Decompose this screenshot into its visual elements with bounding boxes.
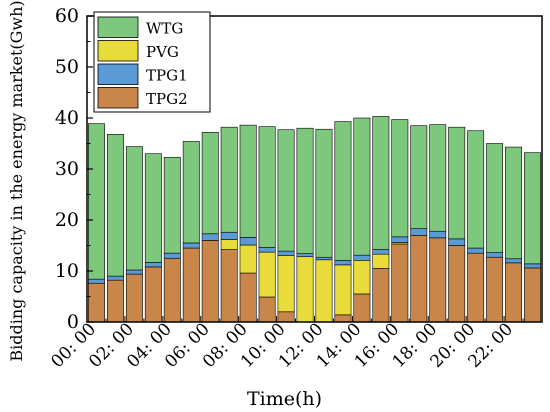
bar-segment-wtg (429, 124, 447, 232)
bar-segment-wtg (201, 131, 219, 235)
legend-label-wtg: WTG (146, 20, 183, 38)
bar-segment-wtg (372, 116, 390, 250)
bar-segment-wtg (88, 123, 105, 280)
bar-segment-tpg2 (88, 282, 105, 323)
bar-segment-wtg (410, 125, 428, 229)
bar-segment-tpg1 (372, 249, 390, 255)
bar-segment-wtg (277, 129, 295, 252)
bar-segment-tpg1 (220, 231, 238, 240)
bar-segment-wtg (524, 152, 541, 265)
bar-segment-wtg (239, 124, 257, 238)
bar-segment-tpg1 (201, 233, 219, 241)
bar-segment-tpg1 (258, 247, 276, 253)
bar-segment-wtg (125, 146, 143, 271)
bar-segment-tpg2 (163, 257, 181, 323)
bar-segment-tpg2 (486, 256, 504, 323)
bar-segment-tpg2 (258, 296, 276, 323)
legend-swatch-tpg2 (97, 87, 139, 109)
bar-segment-wtg (391, 119, 409, 238)
bar-segment-tpg2 (372, 268, 390, 323)
legend-swatch-tpg1 (97, 63, 139, 85)
bar-segment-tpg1 (296, 253, 314, 258)
y-tick-label: 40 (55, 107, 79, 129)
bar-segment-pvg (239, 244, 257, 274)
legend: WTG PVG TPG1 TPG2 (93, 11, 211, 113)
legend-label-tpg2: TPG2 (146, 90, 188, 108)
bar-segment-pvg (296, 256, 314, 323)
y-axis-title: Bidding capacity in the energy market(Gw… (7, 0, 26, 361)
bar-segment-wtg (220, 126, 238, 233)
bar-segment-wtg (296, 127, 314, 254)
y-tick-label: 10 (55, 260, 79, 282)
bar-segment-tpg1 (467, 247, 485, 254)
bar-segment-tpg1 (239, 237, 257, 246)
x-axis-title: Time(h) (247, 388, 322, 410)
bar-segment-tpg1 (486, 252, 504, 258)
bar-segment-tpg1 (125, 269, 143, 275)
bar-segment-tpg1 (353, 254, 371, 261)
y-tick-label: 30 (55, 158, 79, 180)
bar-segment-wtg (163, 156, 181, 254)
bar-segment-tpg1 (448, 238, 466, 246)
bar-segment-pvg (353, 259, 371, 295)
bar-segment-wtg (448, 126, 466, 240)
bar-segment-pvg (372, 253, 390, 269)
bar-segment-tpg2 (201, 240, 219, 323)
bar-segment-tpg1 (163, 252, 181, 259)
bar-segment-pvg (258, 251, 276, 298)
bar-segment-tpg1 (505, 258, 523, 264)
legend-swatch-wtg (97, 16, 139, 38)
bar-segment-wtg (258, 126, 276, 248)
bar-segment-tpg2 (410, 235, 428, 323)
bar-segment-tpg2 (524, 267, 541, 323)
bar-segment-tpg2 (467, 252, 485, 323)
bar-segment-tpg2 (182, 247, 200, 323)
bar-segment-wtg (353, 117, 371, 256)
bar-segment-tpg2 (106, 279, 124, 323)
bar-segment-tpg2 (277, 311, 295, 323)
bar-segment-tpg2 (144, 266, 162, 323)
legend-label-tpg1: TPG1 (146, 67, 188, 85)
bar-segment-tpg1 (315, 256, 333, 261)
bar-segment-tpg1 (88, 278, 105, 284)
bar-segment-tpg1 (182, 242, 200, 249)
bar-segment-wtg (505, 146, 523, 260)
bar-segment-tpg2 (391, 243, 409, 323)
bar-segment-pvg (220, 239, 238, 250)
y-tick-label: 0 (67, 311, 79, 333)
y-tick-label: 20 (55, 209, 79, 231)
bar-segment-tpg1 (334, 259, 352, 266)
bar-segment-tpg1 (106, 275, 124, 281)
bar-segment-tpg2 (505, 262, 523, 323)
legend-swatch-pvg (97, 40, 139, 62)
legend-label-pvg: PVG (146, 43, 179, 61)
bar-segment-tpg2 (353, 293, 371, 323)
bar-segment-wtg (144, 153, 162, 263)
bar-segment-pvg (315, 259, 333, 323)
bar-segment-pvg (277, 255, 295, 313)
bar-segment-wtg (315, 128, 333, 258)
bar-segment-wtg (182, 141, 200, 244)
bars-layer (88, 116, 541, 323)
bar-segment-wtg (106, 134, 124, 277)
y-tick-label: 60 (55, 5, 79, 27)
bar-segment-wtg (334, 121, 352, 261)
bar-segment-tpg2 (429, 237, 447, 323)
bar-segment-tpg2 (239, 272, 257, 323)
bar-segment-tpg1 (144, 262, 162, 268)
bar-segment-tpg2 (220, 249, 238, 323)
bar-segment-wtg (486, 143, 504, 253)
bar-segment-tpg1 (524, 263, 541, 269)
y-tick-label: 50 (55, 56, 79, 78)
bar-segment-tpg2 (448, 245, 466, 323)
bar-segment-wtg (467, 130, 485, 249)
bar-segment-pvg (334, 264, 352, 316)
bar-segment-tpg1 (410, 228, 428, 236)
bar-segment-tpg1 (391, 236, 409, 243)
bar-segment-tpg1 (429, 230, 447, 239)
bar-segment-tpg1 (277, 250, 295, 257)
bar-segment-tpg2 (125, 273, 143, 323)
